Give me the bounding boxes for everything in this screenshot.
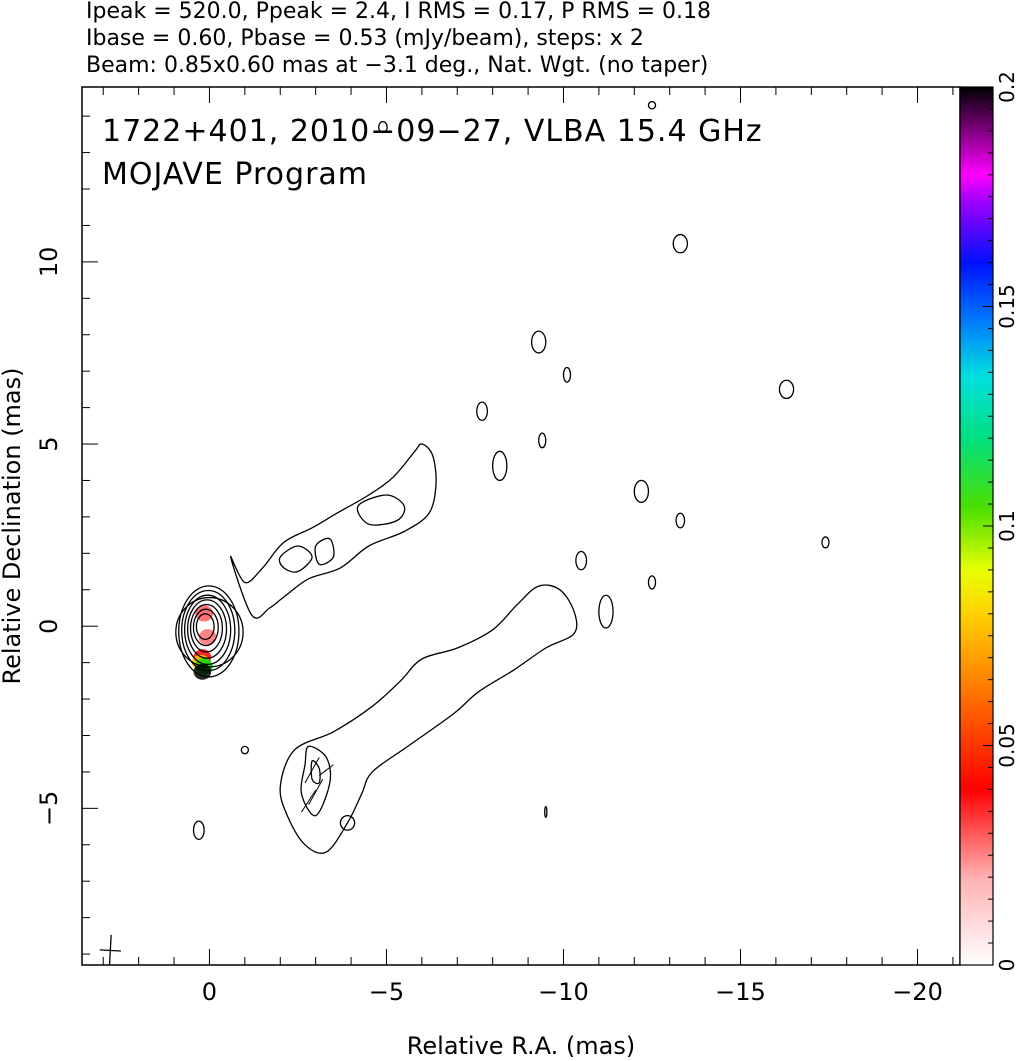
isolated-contour xyxy=(538,432,547,449)
header-line-1: Ipeak = 520.0, Ppeak = 2.4, I RMS = 0.17… xyxy=(86,0,711,24)
jet-outer-contour xyxy=(230,443,437,619)
core-contour xyxy=(192,608,219,647)
y-tick-label: 10 xyxy=(35,247,63,278)
isolated-contour xyxy=(778,379,795,400)
core-contour xyxy=(186,599,228,659)
counter-knot-1-contour xyxy=(300,745,332,817)
colorbar-tick-label: 0.1 xyxy=(995,510,1019,542)
plot-content xyxy=(99,100,830,965)
polarization-vector xyxy=(318,764,334,776)
core-color-patch xyxy=(198,629,217,646)
y-tick-label: 5 xyxy=(35,436,63,451)
header-line-2: Ibase = 0.60, Pbase = 0.53 (mJy/beam), s… xyxy=(86,26,644,51)
y-tick-label: −5 xyxy=(35,791,63,826)
x-axis-label: Relative R.A. (mas) xyxy=(407,1032,635,1060)
y-tick-label: 0 xyxy=(35,619,63,634)
isolated-contour xyxy=(821,536,830,549)
plot-frame xyxy=(81,86,961,966)
colorbar-tick-label: 0.15 xyxy=(995,284,1019,329)
colorbar-tick-label: 0.05 xyxy=(995,723,1019,768)
isolated-contour xyxy=(339,814,356,831)
y-axis-label: Relative Declination (mas) xyxy=(0,367,26,684)
isolated-contour xyxy=(492,450,508,482)
x-tick-label: −15 xyxy=(715,978,766,1006)
colorbar-ticks: 0 0.05 0.1 0.15 0.2 xyxy=(983,71,1019,971)
polarization-vector xyxy=(301,789,317,813)
isolated-contour xyxy=(647,575,657,590)
colorbar-tick-label: 0 xyxy=(995,959,1019,972)
core-contour xyxy=(178,585,240,678)
isolated-contour xyxy=(575,550,588,571)
x-tick-label: 0 xyxy=(202,978,217,1006)
isolated-contour xyxy=(562,366,572,383)
jet-inner-3-contour xyxy=(356,494,406,526)
isolated-contour xyxy=(530,330,547,354)
core-contour xyxy=(183,594,232,666)
isolated-contour xyxy=(633,479,650,503)
isolated-contour xyxy=(598,594,614,629)
counter-outer-contour xyxy=(279,584,578,854)
x-tick-label: −20 xyxy=(892,978,943,1006)
isolated-contour xyxy=(378,120,388,134)
x-tick-label: −10 xyxy=(538,978,589,1006)
isolated-contour xyxy=(647,100,657,110)
jet-inner-2-contour xyxy=(314,537,335,566)
isolated-contour xyxy=(672,233,689,254)
isolated-contour xyxy=(544,805,548,819)
isolated-contour xyxy=(192,820,205,840)
axis-ticks: 0 −5 −10 −15 −20 −5 0 5 10 xyxy=(35,87,954,1006)
isolated-contour xyxy=(476,401,489,421)
core-contour xyxy=(195,613,215,640)
core-contour xyxy=(175,596,244,668)
isolated-contour xyxy=(675,512,686,529)
counter-knot-2-contour xyxy=(310,759,321,785)
polarization-vector xyxy=(304,757,320,784)
header-line-3: Beam: 0.85x0.60 mas at −3.1 deg., Nat. W… xyxy=(86,53,709,78)
polarization-vector xyxy=(308,778,324,805)
jet-inner-1-contour xyxy=(278,545,313,573)
isolated-contour xyxy=(240,745,250,755)
core-contour xyxy=(189,603,224,653)
program-title: MOJAVE Program xyxy=(102,157,368,192)
x-tick-label: −5 xyxy=(369,978,404,1006)
core-contour xyxy=(181,589,236,672)
colorbar-tick-label: 0.2 xyxy=(995,71,1019,103)
beam-minor-axis xyxy=(99,949,121,952)
source-title: 1722+401, 2010−09−27, VLBA 15.4 GHz xyxy=(102,114,763,149)
